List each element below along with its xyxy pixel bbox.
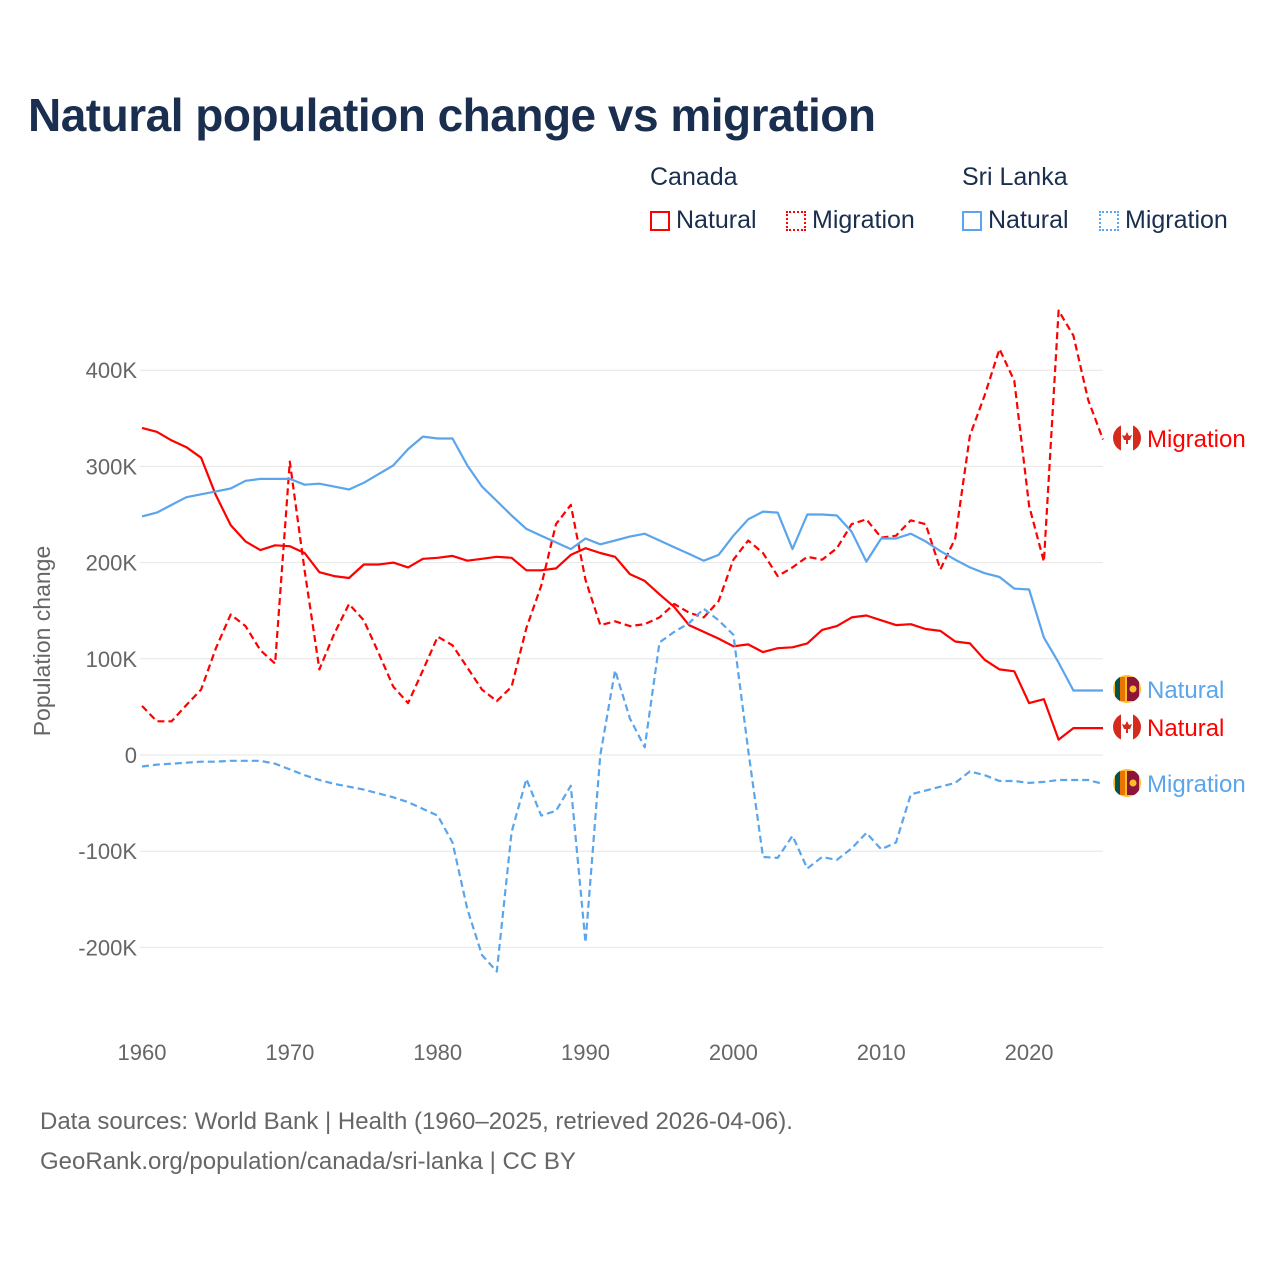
sri-lanka-flag-icon — [1113, 675, 1141, 703]
canada-flag-icon — [1113, 713, 1141, 741]
series-line-canada-migration — [141, 309, 1105, 723]
solid-swatch-icon — [962, 210, 982, 231]
x-tick-label: 1980 — [413, 1040, 462, 1065]
legend-label: Natural — [676, 206, 757, 234]
legend-label: Migration — [1125, 206, 1228, 234]
end-label: Natural — [1147, 677, 1224, 704]
y-axis-label: Population change — [29, 546, 55, 737]
x-tick-label: 1990 — [561, 1040, 610, 1065]
chart-title: Natural population change vs migration — [28, 89, 876, 141]
y-tick-label: 200K — [86, 551, 138, 576]
legend-sri-lanka-natural[interactable]: Natural — [962, 206, 1069, 235]
x-tick-label: 1960 — [118, 1040, 167, 1065]
legend-group-canada: Canada — [650, 163, 738, 191]
footer-credit: GeoRank.org/population/canada/sri-lanka … — [40, 1148, 576, 1175]
y-tick-label: -100K — [78, 839, 137, 864]
y-tick-label: 400K — [86, 358, 138, 383]
series-line-sri-lanka-migration — [141, 607, 1104, 973]
legend-canada-migration[interactable]: Migration — [786, 206, 915, 235]
y-tick-label: 100K — [86, 647, 138, 672]
footer-sources: Data sources: World Bank | Health (1960–… — [40, 1108, 793, 1135]
x-tick-label: 2000 — [709, 1040, 758, 1065]
series-line-sri-lanka-natural — [141, 435, 1103, 692]
y-tick-label: 0 — [125, 743, 137, 768]
end-label: Migration — [1147, 426, 1246, 453]
y-tick-label: -200K — [78, 935, 137, 960]
x-tick-label: 1970 — [265, 1040, 314, 1065]
x-tick-label: 2020 — [1005, 1040, 1054, 1065]
series-line-canada-natural — [141, 426, 1103, 741]
dotted-swatch-icon — [1099, 210, 1119, 231]
legend-group-sri-lanka: Sri Lanka — [962, 163, 1068, 191]
end-label: Migration — [1147, 771, 1246, 798]
y-tick-label: 300K — [86, 454, 138, 479]
legend-sri-lanka-migration[interactable]: Migration — [1099, 206, 1228, 235]
x-tick-label: 2010 — [857, 1040, 906, 1065]
dotted-swatch-icon — [786, 210, 806, 231]
canada-flag-icon — [1113, 424, 1141, 452]
legend-label: Natural — [988, 206, 1069, 234]
sri-lanka-flag-icon — [1113, 769, 1141, 797]
solid-swatch-icon — [650, 210, 670, 231]
legend-label: Migration — [812, 206, 915, 234]
legend-canada-natural[interactable]: Natural — [650, 206, 757, 235]
end-label: Natural — [1147, 715, 1224, 742]
